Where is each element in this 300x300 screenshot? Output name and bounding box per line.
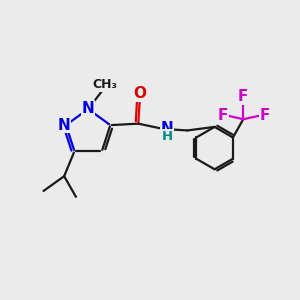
- Text: F: F: [260, 108, 270, 123]
- Text: N: N: [160, 122, 173, 136]
- Text: F: F: [218, 108, 228, 123]
- Text: CH₃: CH₃: [93, 78, 118, 91]
- Text: F: F: [238, 89, 248, 104]
- Text: N: N: [58, 118, 70, 133]
- Text: O: O: [133, 86, 146, 101]
- Text: N: N: [82, 101, 94, 116]
- Text: H: H: [161, 130, 172, 143]
